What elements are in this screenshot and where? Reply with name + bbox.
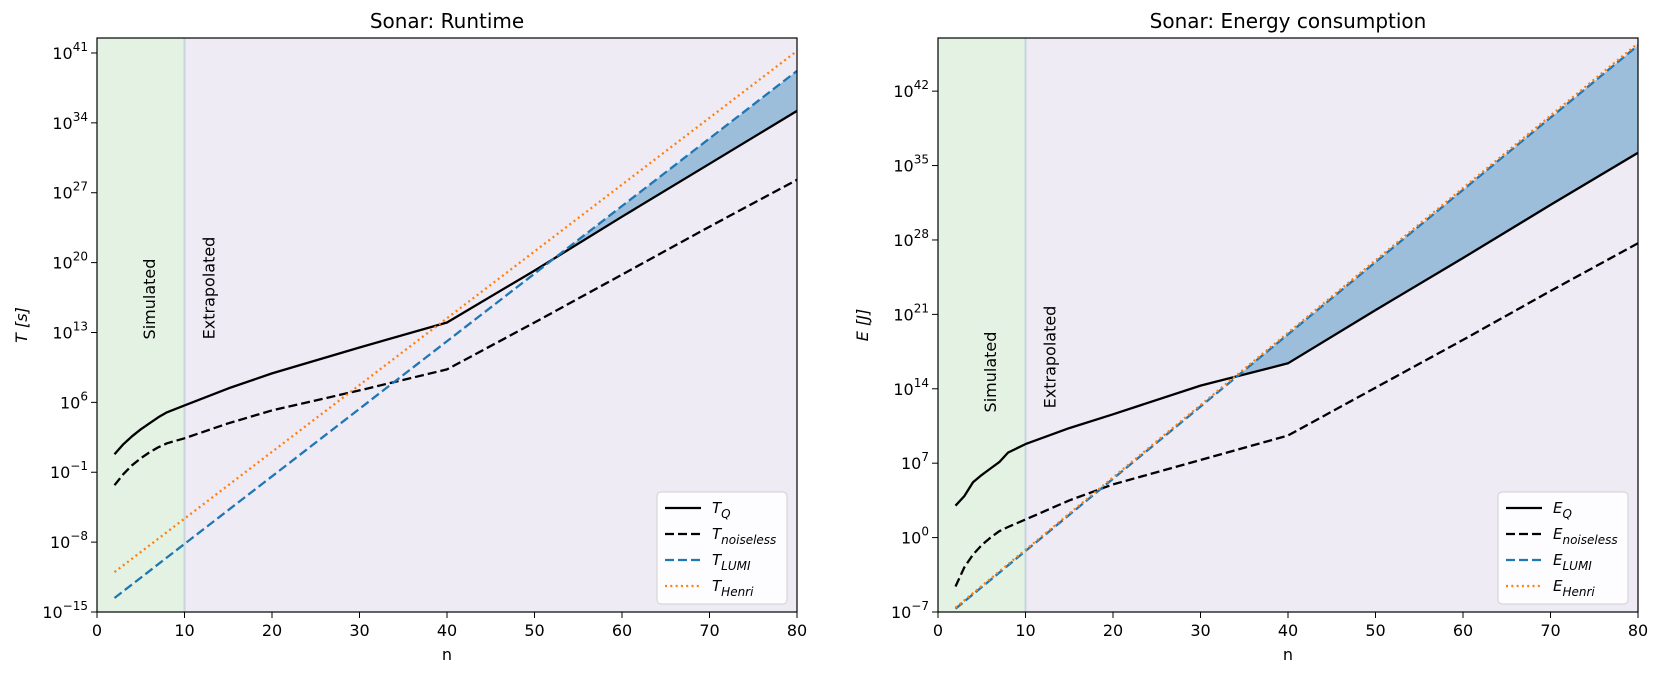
y-tick-label: 1028 xyxy=(893,227,929,250)
x-axis-label: n xyxy=(442,645,452,664)
region-simulated xyxy=(97,38,185,612)
series-line-e-henri xyxy=(954,42,1638,609)
region-label-extrapolated: Extrapolated xyxy=(1040,306,1059,409)
x-tick-label: 80 xyxy=(787,621,807,640)
y-tick-label: 1035 xyxy=(893,153,929,176)
legend-entry: Enoiseless xyxy=(1553,525,1618,547)
series-line-e-noiseless xyxy=(954,242,1638,587)
x-axis-label: n xyxy=(1283,645,1293,664)
legend-entry: ELUMI xyxy=(1553,551,1592,573)
y-tick-label: 1042 xyxy=(893,78,929,101)
y-tick-label: 107 xyxy=(901,450,929,473)
x-tick-label: 60 xyxy=(1453,621,1473,640)
x-tick-label: 40 xyxy=(437,621,457,640)
x-tick-label: 50 xyxy=(1365,621,1385,640)
x-tick-label: 10 xyxy=(1015,621,1035,640)
series-line-e-lumi xyxy=(954,44,1638,610)
x-tick-label: 30 xyxy=(349,621,369,640)
y-tick-label: 1021 xyxy=(893,301,929,324)
y-tick-label: 10−7 xyxy=(891,599,929,622)
legend-entry: TLUMI xyxy=(712,551,751,573)
x-tick-label: 30 xyxy=(1190,621,1210,640)
series-line-t-henri xyxy=(113,50,797,574)
legend-entry: THenri xyxy=(712,577,754,599)
chart-title: Sonar: Runtime xyxy=(370,9,524,33)
y-tick-label: 10−8 xyxy=(50,529,88,552)
plot-area xyxy=(954,42,1638,610)
legend-entry: EHenri xyxy=(1553,577,1595,599)
region-label-simulated: Simulated xyxy=(981,332,1000,413)
legend-entry: TQ xyxy=(712,499,731,521)
y-tick-label: 10−1 xyxy=(50,459,88,482)
x-tick-label: 10 xyxy=(174,621,194,640)
y-tick-label: 1020 xyxy=(52,250,88,273)
x-tick-label: 20 xyxy=(262,621,282,640)
runtime-chart: 0 10 20 30 40 50 60 70 8010−1510−810−11061013102… xyxy=(12,9,807,664)
region-label-extrapolated: Extrapolated xyxy=(199,237,218,340)
y-tick-label: 1034 xyxy=(52,110,88,133)
x-tick-label: 60 xyxy=(612,621,632,640)
y-tick-label: 100 xyxy=(901,525,929,548)
legend-entry: Tnoiseless xyxy=(712,525,776,547)
y-tick-label: 1014 xyxy=(893,376,929,399)
series-line-t-noiseless xyxy=(113,178,797,486)
legend: EQ Enoiseless ELUMI EHenri xyxy=(1497,491,1629,605)
chart-title: Sonar: Energy consumption xyxy=(1150,9,1427,33)
legend-box xyxy=(656,491,788,605)
region-label-simulated: Simulated xyxy=(140,259,159,340)
series-line-t-lumi xyxy=(113,69,797,599)
y-tick-label: 10−15 xyxy=(42,599,88,622)
x-tick-label: 0 xyxy=(933,621,943,640)
x-tick-label: 70 xyxy=(1540,621,1560,640)
y-tick-label: 1027 xyxy=(52,180,88,203)
series-line-t-q xyxy=(113,109,797,456)
plot-area xyxy=(113,50,797,599)
y-tick-label: 1041 xyxy=(52,40,88,63)
y-tick-label: 106 xyxy=(60,389,88,412)
series-line-e-q xyxy=(954,151,1638,507)
x-tick-label: 0 xyxy=(92,621,102,640)
legend-entry: EQ xyxy=(1553,499,1572,521)
x-tick-label: 70 xyxy=(699,621,719,640)
energy-chart: 0 10 20 30 40 50 60 70 80 10−7 100 107 1014 1021 1028 1… xyxy=(853,9,1648,664)
region-simulated xyxy=(938,38,1026,612)
x-tick-label: 80 xyxy=(1628,621,1648,640)
legend-box xyxy=(1497,491,1629,605)
y-axis-label: T [s] xyxy=(12,307,31,343)
x-tick-label: 40 xyxy=(1278,621,1298,640)
y-tick-label: 1013 xyxy=(52,319,88,342)
x-tick-label: 20 xyxy=(1103,621,1123,640)
y-axis-label: E [J] xyxy=(853,309,872,341)
x-tick-label: 50 xyxy=(524,621,544,640)
legend: TQ Tnoiseless TLUMI THenri xyxy=(656,491,788,605)
